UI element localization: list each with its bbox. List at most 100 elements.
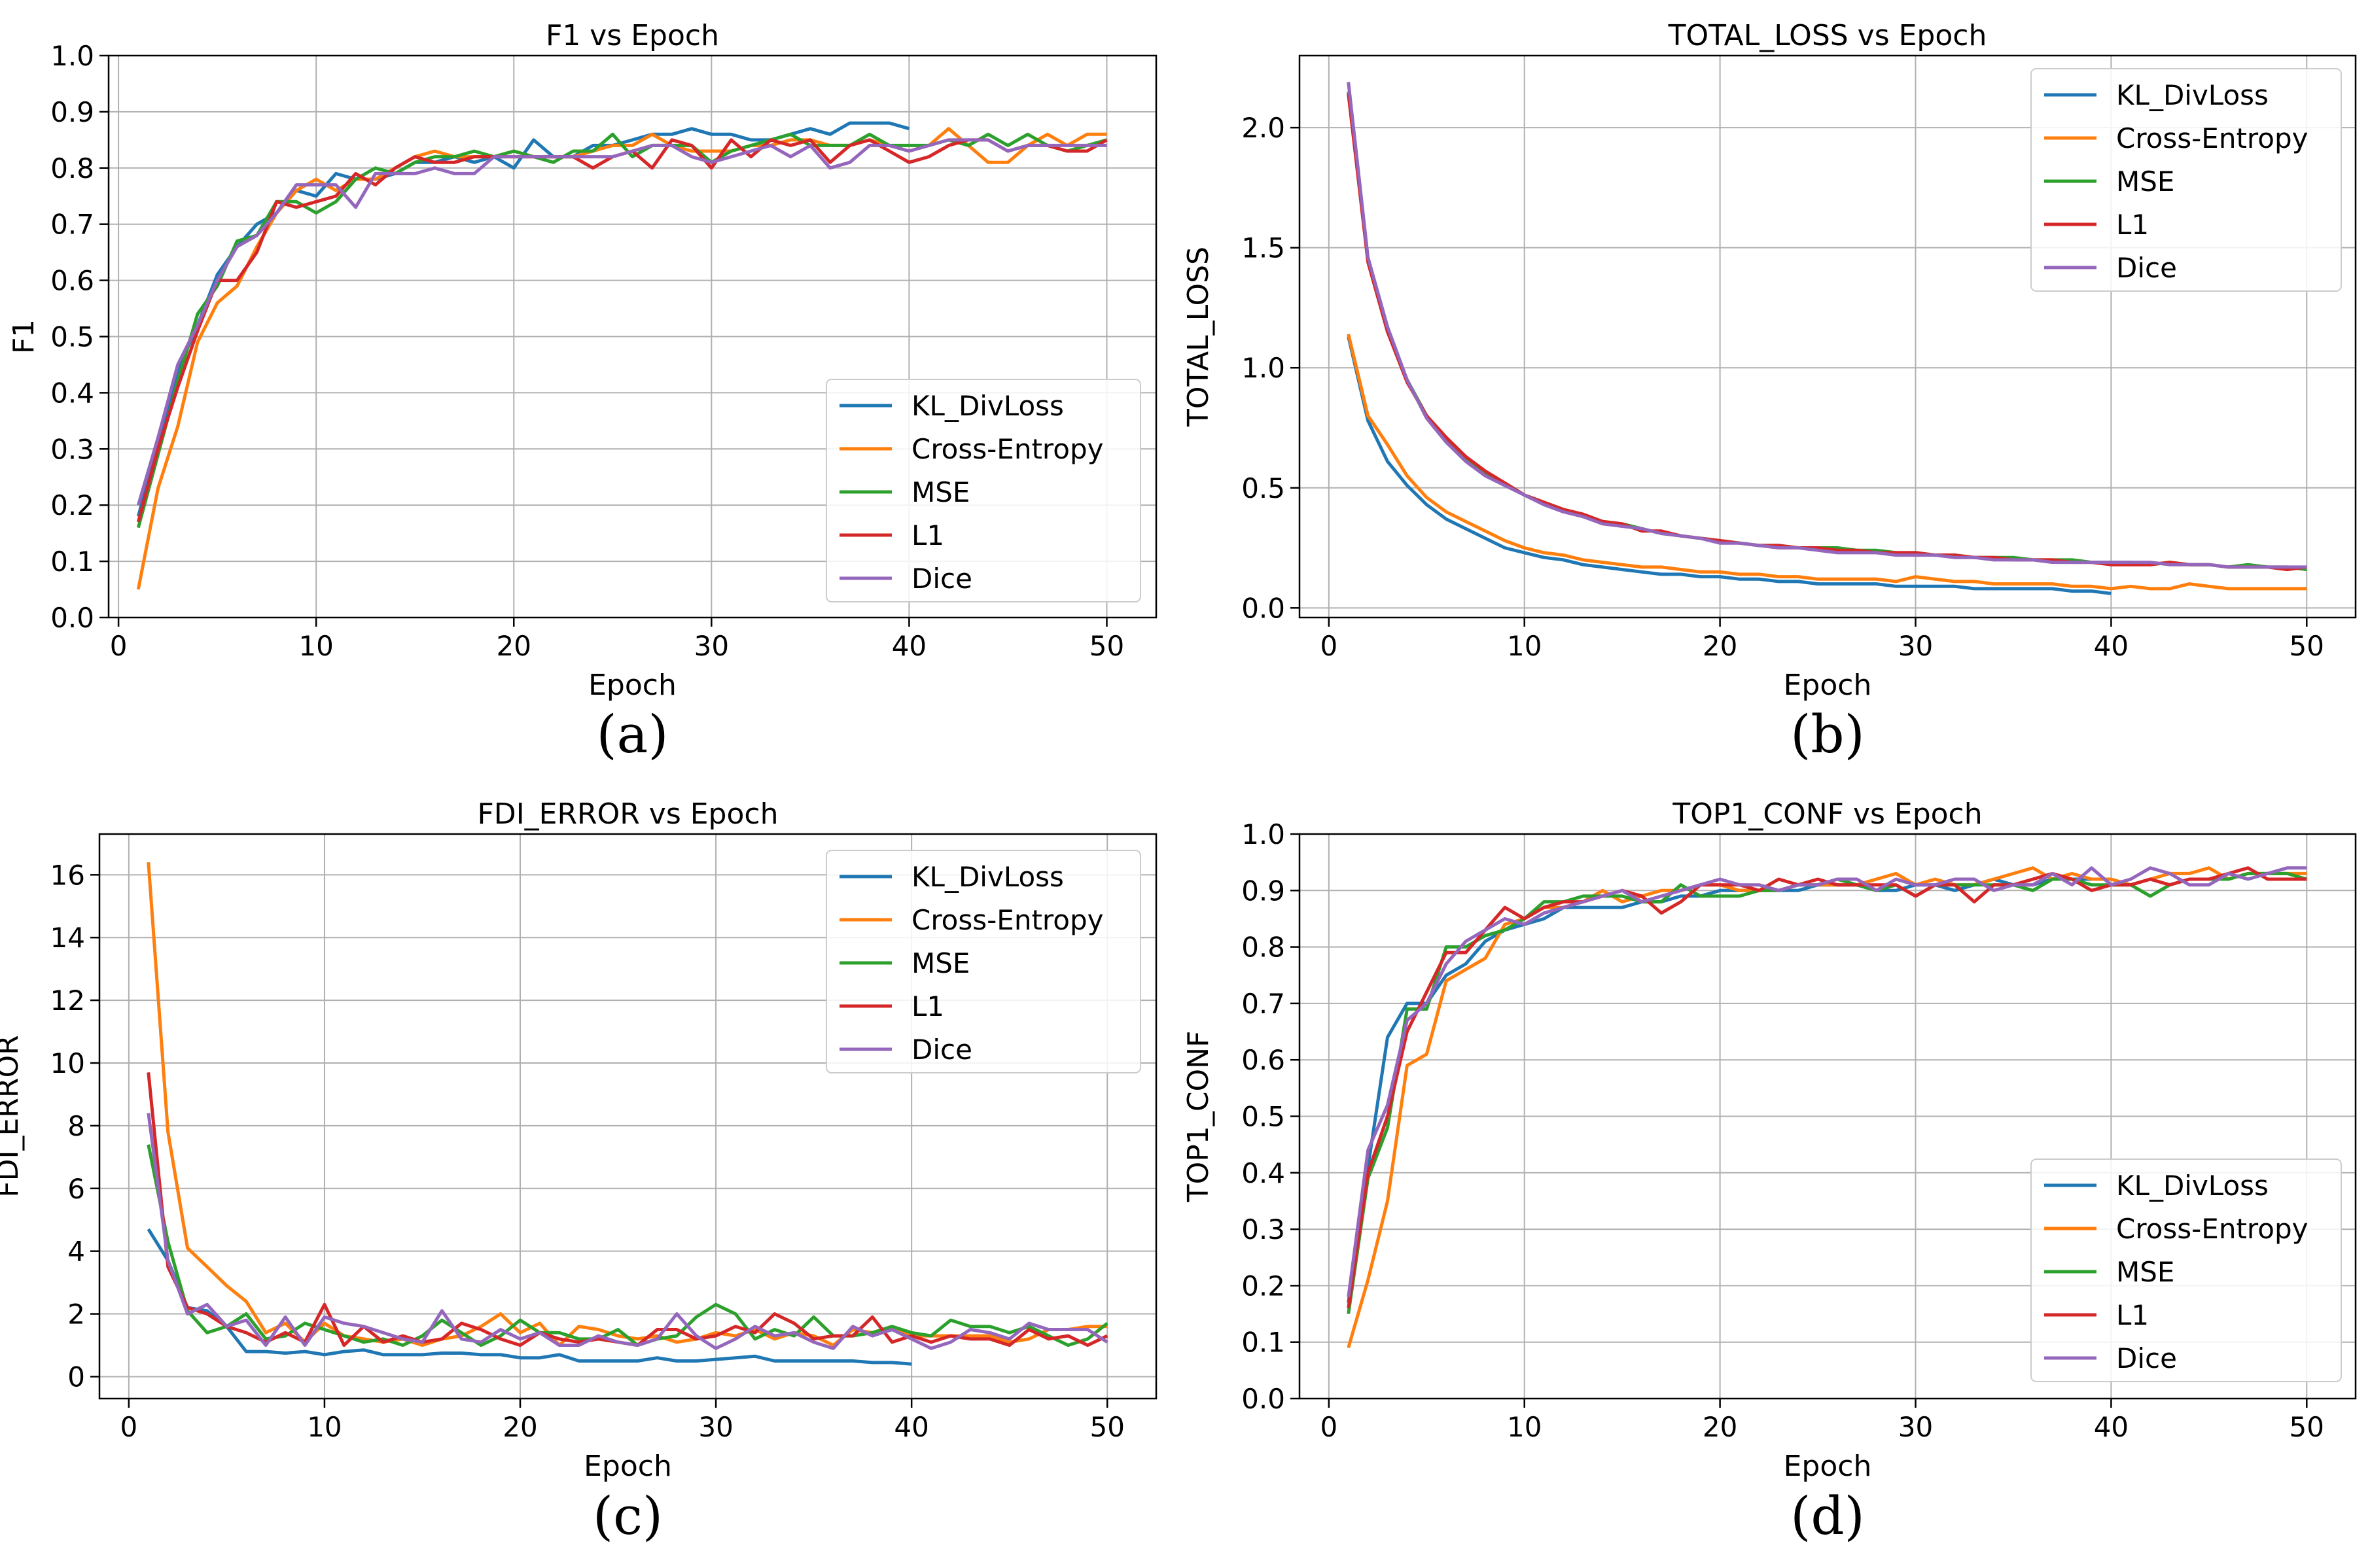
panel-caption: (d) [1790, 1486, 1865, 1546]
y-tick-label: 12 [50, 984, 85, 1017]
y-tick-label: 0.0 [50, 602, 94, 634]
series-line-l1 [1347, 94, 2307, 572]
x-tick-label: 30 [698, 1411, 733, 1443]
chart-title: TOTAL_LOSS vs Epoch [1668, 19, 1987, 52]
y-tick-label: 14 [50, 922, 85, 954]
y-tick-label: 16 [50, 859, 85, 891]
y-tick-label: 0.5 [1241, 472, 1285, 504]
legend-label-l1: L1 [2116, 209, 2149, 241]
y-tick-label: 0.6 [50, 265, 94, 297]
chart-panel-2: 0 10 20 30 40 50 0.0 0.5 1.0 1.5 2.0 TOTAL_LOSS vs … [1182, 19, 2357, 765]
legend-label-mse: MSE [911, 947, 970, 979]
x-tick-label: 50 [2290, 630, 2324, 662]
y-axis-label: F1 [7, 319, 41, 354]
x-tick-label: 10 [1507, 630, 1542, 662]
y-tick-label: 0.7 [50, 209, 94, 241]
legend-label-kl-divloss: KL_DivLoss [911, 861, 1064, 893]
y-tick-label: 8 [67, 1110, 85, 1142]
y-tick-label: 0.2 [50, 489, 94, 521]
legend-label-mse: MSE [2116, 1256, 2174, 1288]
legend-box [826, 379, 1141, 602]
x-tick-label: 0 [1320, 1411, 1337, 1443]
legend-label-kl-divloss: KL_DivLoss [2116, 1170, 2269, 1202]
y-tick-label: 6 [67, 1173, 85, 1205]
legend-label-l1: L1 [2116, 1299, 2149, 1331]
panel-caption: (a) [596, 704, 668, 765]
series-line-dice [147, 1113, 1108, 1350]
x-tick-label: 30 [694, 630, 729, 662]
x-tick-label: 20 [1703, 1411, 1737, 1443]
y-tick-label: 0.3 [1241, 1213, 1285, 1246]
y-tick-label: 1.0 [1241, 818, 1285, 850]
series-line-dice [1347, 866, 2307, 1298]
legend: KL_DivLoss Cross-Entropy MSE L1 Dice [2030, 68, 2342, 292]
x-axis-label: Epoch [1784, 669, 1872, 702]
series-line-kl-divloss [1347, 336, 2112, 595]
x-tick-label: 10 [298, 630, 333, 662]
y-tick-label: 0 [67, 1361, 85, 1393]
y-tick-label: 0.1 [1241, 1327, 1285, 1359]
y-tick-label: 1.5 [1241, 232, 1285, 264]
legend: KL_DivLoss Cross-Entropy MSE L1 Dice [2030, 1159, 2342, 1382]
y-tick-label: 0.5 [50, 321, 94, 353]
x-tick-label: 30 [1898, 630, 1933, 662]
x-tick-label: 0 [1320, 630, 1337, 662]
y-tick-label: 2.0 [1241, 112, 1285, 144]
x-tick-label: 50 [2290, 1411, 2324, 1443]
y-tick-label: 0.7 [1241, 988, 1285, 1020]
y-tick-label: 0.3 [50, 433, 94, 465]
chart-panel-3: 0 10 20 30 40 50 0 2 4 6 8 10 12 14 16 FDI_ERROR vs Epo… [0, 797, 1158, 1546]
x-tick-label: 10 [307, 1411, 342, 1443]
x-tick-label: 30 [1898, 1411, 1933, 1443]
y-tick-label: 0.4 [1241, 1157, 1285, 1189]
y-tick-label: 0.0 [1241, 592, 1285, 624]
y-tick-label: 0.9 [50, 96, 94, 128]
y-tick-label: 0.1 [50, 546, 94, 578]
x-axis-label: Epoch [588, 669, 677, 702]
y-tick-label: 0.0 [1241, 1383, 1285, 1415]
x-axis-label: Epoch [584, 1450, 672, 1483]
legend: KL_DivLoss Cross-Entropy MSE L1 Dice [826, 850, 1141, 1073]
y-tick-label: 0.5 [1241, 1101, 1285, 1133]
series-line-kl-divloss [147, 1228, 912, 1366]
x-tick-label: 40 [2094, 1411, 2129, 1443]
legend-label-cross-entropy: Cross-Entropy [911, 904, 1103, 936]
x-tick-label: 50 [1090, 1411, 1125, 1443]
axes-frame [98, 833, 1158, 1400]
legend-label-cross-entropy: Cross-Entropy [2116, 1213, 2308, 1245]
y-tick-label: 2 [67, 1298, 85, 1331]
series-line-mse [147, 1144, 1108, 1347]
y-tick-label: 0.8 [1241, 932, 1285, 964]
x-tick-label: 40 [2094, 630, 2129, 662]
series-line-cross-entropy [1347, 334, 2307, 591]
legend-label-mse: MSE [2116, 166, 2174, 198]
y-tick-label: 0.9 [1241, 875, 1285, 907]
x-tick-label: 40 [892, 630, 927, 662]
y-tick-label: 1.0 [1241, 352, 1285, 384]
y-tick-label: 1.0 [50, 40, 94, 72]
legend-label-cross-entropy: Cross-Entropy [2116, 122, 2308, 154]
legend-label-dice: Dice [2116, 1342, 2177, 1374]
x-tick-label: 50 [1089, 630, 1124, 662]
y-tick-label: 0.2 [1241, 1270, 1285, 1302]
y-tick-label: 10 [50, 1047, 85, 1079]
legend: KL_DivLoss Cross-Entropy MSE L1 Dice [826, 379, 1141, 602]
x-tick-label: 0 [110, 630, 128, 662]
panel-caption: (b) [1790, 704, 1865, 765]
x-axis-label: Epoch [1784, 1450, 1872, 1483]
legend-label-mse: MSE [911, 476, 970, 508]
y-tick-label: 0.6 [1241, 1044, 1285, 1076]
legend-label-dice: Dice [911, 563, 972, 595]
x-tick-label: 20 [503, 1411, 537, 1443]
legend-label-kl-divloss: KL_DivLoss [911, 390, 1064, 422]
y-axis-label: TOTAL_LOSS [1182, 247, 1215, 427]
x-tick-label: 40 [894, 1411, 929, 1443]
y-tick-label: 4 [67, 1236, 85, 1268]
panel-caption: (c) [593, 1486, 663, 1546]
chart-panel-1: 0 10 20 30 40 50 0.0 0.1 0.2 0.3 0.4 0.5 0.6 0.7 0.8 0.… [7, 19, 1158, 765]
legend-label-kl-divloss: KL_DivLoss [2116, 79, 2269, 111]
legend-label-l1: L1 [911, 519, 944, 551]
x-tick-label: 20 [497, 630, 531, 662]
